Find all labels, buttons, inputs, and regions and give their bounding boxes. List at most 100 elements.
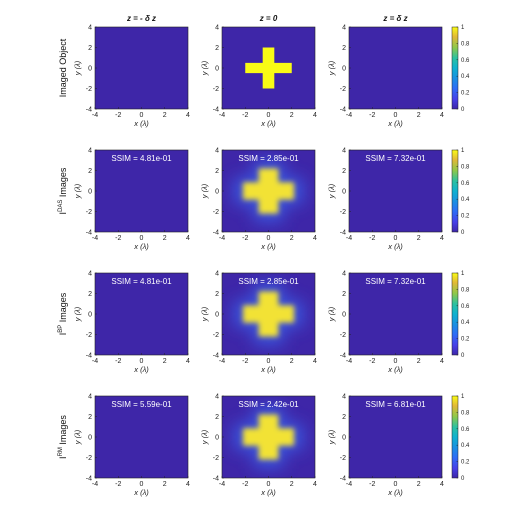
x-tick-label: -4 [92, 481, 98, 488]
y-tick-label: 4 [88, 148, 92, 155]
x-tick-label: -2 [115, 235, 121, 242]
y-axis-label: y (λ) [200, 183, 209, 199]
x-tick-label: -4 [219, 235, 225, 242]
x-axis-label: x (λ) [387, 242, 403, 251]
panel: -4 -2 0 2 4 -4 -2 0 2 4 x (λ) y (λ) SSIM = 4.81e-01 [73, 271, 190, 375]
y-tick-label: -4 [213, 476, 219, 483]
y-tick-label: -4 [86, 353, 92, 360]
row-label: IRM Images [58, 415, 68, 459]
ssim-annotation: SSIM = 6.81e-01 [365, 400, 426, 409]
y-tick-label: -2 [340, 332, 346, 339]
y-tick-label: 2 [88, 168, 92, 175]
y-tick-label: 0 [342, 189, 346, 196]
colorbar-gradient [451, 149, 459, 233]
x-tick-label: 0 [140, 235, 144, 242]
colorbar-gradient [451, 395, 459, 479]
y-tick-label: 2 [342, 291, 346, 298]
y-tick-label: 4 [88, 271, 92, 278]
panel: -4 -2 0 2 4 -4 -2 0 2 4 x (λ) y (λ) SSIM = 5.59e-01 [73, 394, 190, 498]
x-tick-label: 4 [313, 112, 317, 119]
x-tick-label: 4 [313, 358, 317, 365]
y-axis-label: y (λ) [327, 183, 336, 199]
panel: -4 -2 0 2 4 -4 -2 0 2 4 x (λ) y (λ) SSIM = 6.81e-01 [327, 394, 444, 498]
x-tick-label: -4 [219, 481, 225, 488]
y-tick-label: 4 [215, 271, 219, 278]
y-axis-label: y (λ) [327, 60, 336, 76]
panel-content [95, 27, 188, 109]
x-tick-label: 2 [290, 481, 294, 488]
y-axis-label: y (λ) [200, 429, 209, 445]
core-vertical [258, 291, 279, 337]
x-tick-label: -2 [369, 112, 375, 119]
row-label: IBP Images [58, 292, 68, 335]
colorbar-gradient [451, 26, 459, 110]
colorbar-tick-label: 0 [461, 107, 465, 113]
x-tick-label: 0 [140, 112, 144, 119]
x-tick-label: 4 [313, 481, 317, 488]
x-tick-label: 4 [186, 235, 190, 242]
x-axis-label: x (λ) [133, 488, 149, 497]
colorbar-tick-label: 0.6 [461, 304, 470, 310]
colorbar-tick-label: 0.6 [461, 181, 470, 187]
x-axis-label: x (λ) [133, 119, 149, 128]
panel-content [222, 273, 315, 355]
row-label-tail: Images [58, 167, 68, 200]
y-tick-label: 2 [215, 414, 219, 421]
column-title: z = - δ z [126, 14, 156, 23]
x-tick-label: 2 [163, 481, 167, 488]
y-tick-label: -2 [213, 86, 219, 93]
y-tick-label: 2 [88, 45, 92, 52]
x-tick-label: -4 [219, 358, 225, 365]
x-tick-label: 4 [440, 481, 444, 488]
panel-content [349, 273, 442, 355]
y-tick-label: 0 [215, 312, 219, 319]
y-tick-label: -4 [340, 353, 346, 360]
y-tick-label: 4 [342, 271, 346, 278]
y-tick-label: 4 [88, 394, 92, 401]
panel-content [95, 273, 188, 355]
panel: -4 -2 0 2 4 -4 -2 0 2 4 x (λ) y (λ) SSIM = 4.81e-01 [73, 148, 190, 252]
y-tick-label: -4 [340, 230, 346, 237]
row-label-tail: Images [58, 292, 68, 325]
y-tick-label: 0 [215, 66, 219, 73]
colorbar-tick-label: 0.4 [461, 74, 470, 80]
x-tick-label: 4 [186, 358, 190, 365]
x-tick-label: 2 [163, 358, 167, 365]
y-tick-label: -2 [213, 455, 219, 462]
heatmap-background [349, 273, 442, 355]
y-tick-label: 2 [215, 168, 219, 175]
row-label-base: I [58, 456, 68, 459]
x-tick-label: 0 [267, 358, 271, 365]
y-tick-label: -2 [340, 209, 346, 216]
panel-content [95, 396, 188, 478]
panel-content [222, 396, 315, 478]
y-axis-label: y (λ) [327, 306, 336, 322]
panel-content [349, 396, 442, 478]
heatmap-background [349, 150, 442, 232]
ssim-annotation: SSIM = 7.32e-01 [365, 277, 426, 286]
x-tick-label: 2 [417, 235, 421, 242]
panel: -4 -2 0 2 4 -4 -2 0 2 4 x (λ) y (λ) SSIM = 2.42e-01 [200, 394, 317, 498]
colorbar-tick-label: 1 [461, 271, 465, 277]
x-tick-label: -2 [242, 481, 248, 488]
x-tick-label: -2 [369, 235, 375, 242]
x-axis-label: x (λ) [260, 242, 276, 251]
y-axis-label: y (λ) [73, 183, 82, 199]
y-tick-label: 4 [215, 394, 219, 401]
y-tick-label: -4 [86, 476, 92, 483]
row-label-superscript: BP [58, 325, 64, 333]
x-tick-label: 2 [163, 235, 167, 242]
y-axis-label: y (λ) [73, 429, 82, 445]
heatmap-background [95, 396, 188, 478]
y-axis-label: y (λ) [327, 429, 336, 445]
heatmap-background [349, 27, 442, 109]
panel-content [222, 150, 315, 232]
x-tick-label: 4 [440, 112, 444, 119]
colorbar-tick-label: 0.4 [461, 197, 470, 203]
core-vertical [258, 168, 279, 214]
x-tick-label: 0 [267, 235, 271, 242]
panel-content [95, 150, 188, 232]
x-tick-label: -4 [219, 112, 225, 119]
x-tick-label: 2 [290, 358, 294, 365]
